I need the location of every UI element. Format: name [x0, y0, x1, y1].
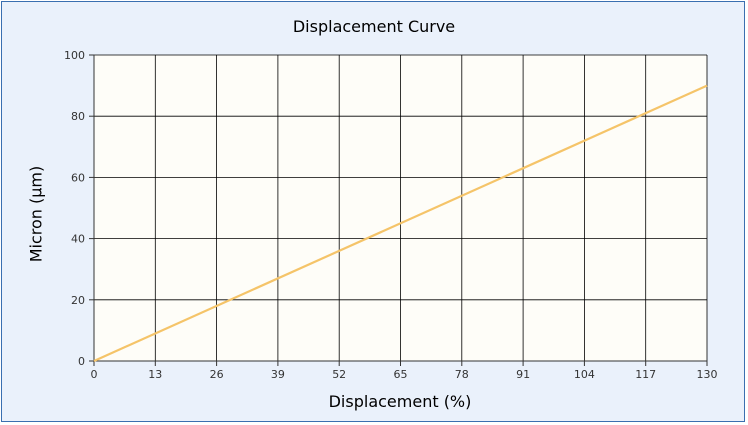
x-axis-label: Displacement (%): [328, 392, 472, 411]
axes: [89, 54, 708, 366]
y-tick-label: 40: [71, 233, 85, 246]
x-tick-label: 0: [91, 368, 98, 381]
x-tick-label: 78: [455, 368, 469, 381]
x-tick-label: 104: [574, 368, 595, 381]
x-tick-label: 65: [394, 368, 408, 381]
x-tick-label: 52: [332, 368, 346, 381]
chart-title: Displacement Curve: [292, 17, 456, 36]
y-tick-label: 0: [78, 355, 85, 368]
x-tick-labels: 0 13 26 39 52 65 78 91 104 117 130: [91, 368, 718, 381]
x-tick-label: 130: [697, 368, 718, 381]
x-tick-label: 39: [271, 368, 285, 381]
x-tick-label: 91: [516, 368, 530, 381]
y-tick-label: 20: [71, 294, 85, 307]
x-tick-label: 117: [635, 368, 656, 381]
x-tick-label: 26: [210, 368, 224, 381]
y-tick-label: 80: [71, 110, 85, 123]
y-tick-label: 100: [64, 49, 85, 62]
series-line: [93, 84, 708, 363]
y-tick-label: 60: [71, 171, 85, 184]
y-tick-labels: 0 20 40 60 80 100: [64, 49, 85, 368]
series-group: [93, 84, 708, 363]
x-tick-label: 13: [148, 368, 162, 381]
